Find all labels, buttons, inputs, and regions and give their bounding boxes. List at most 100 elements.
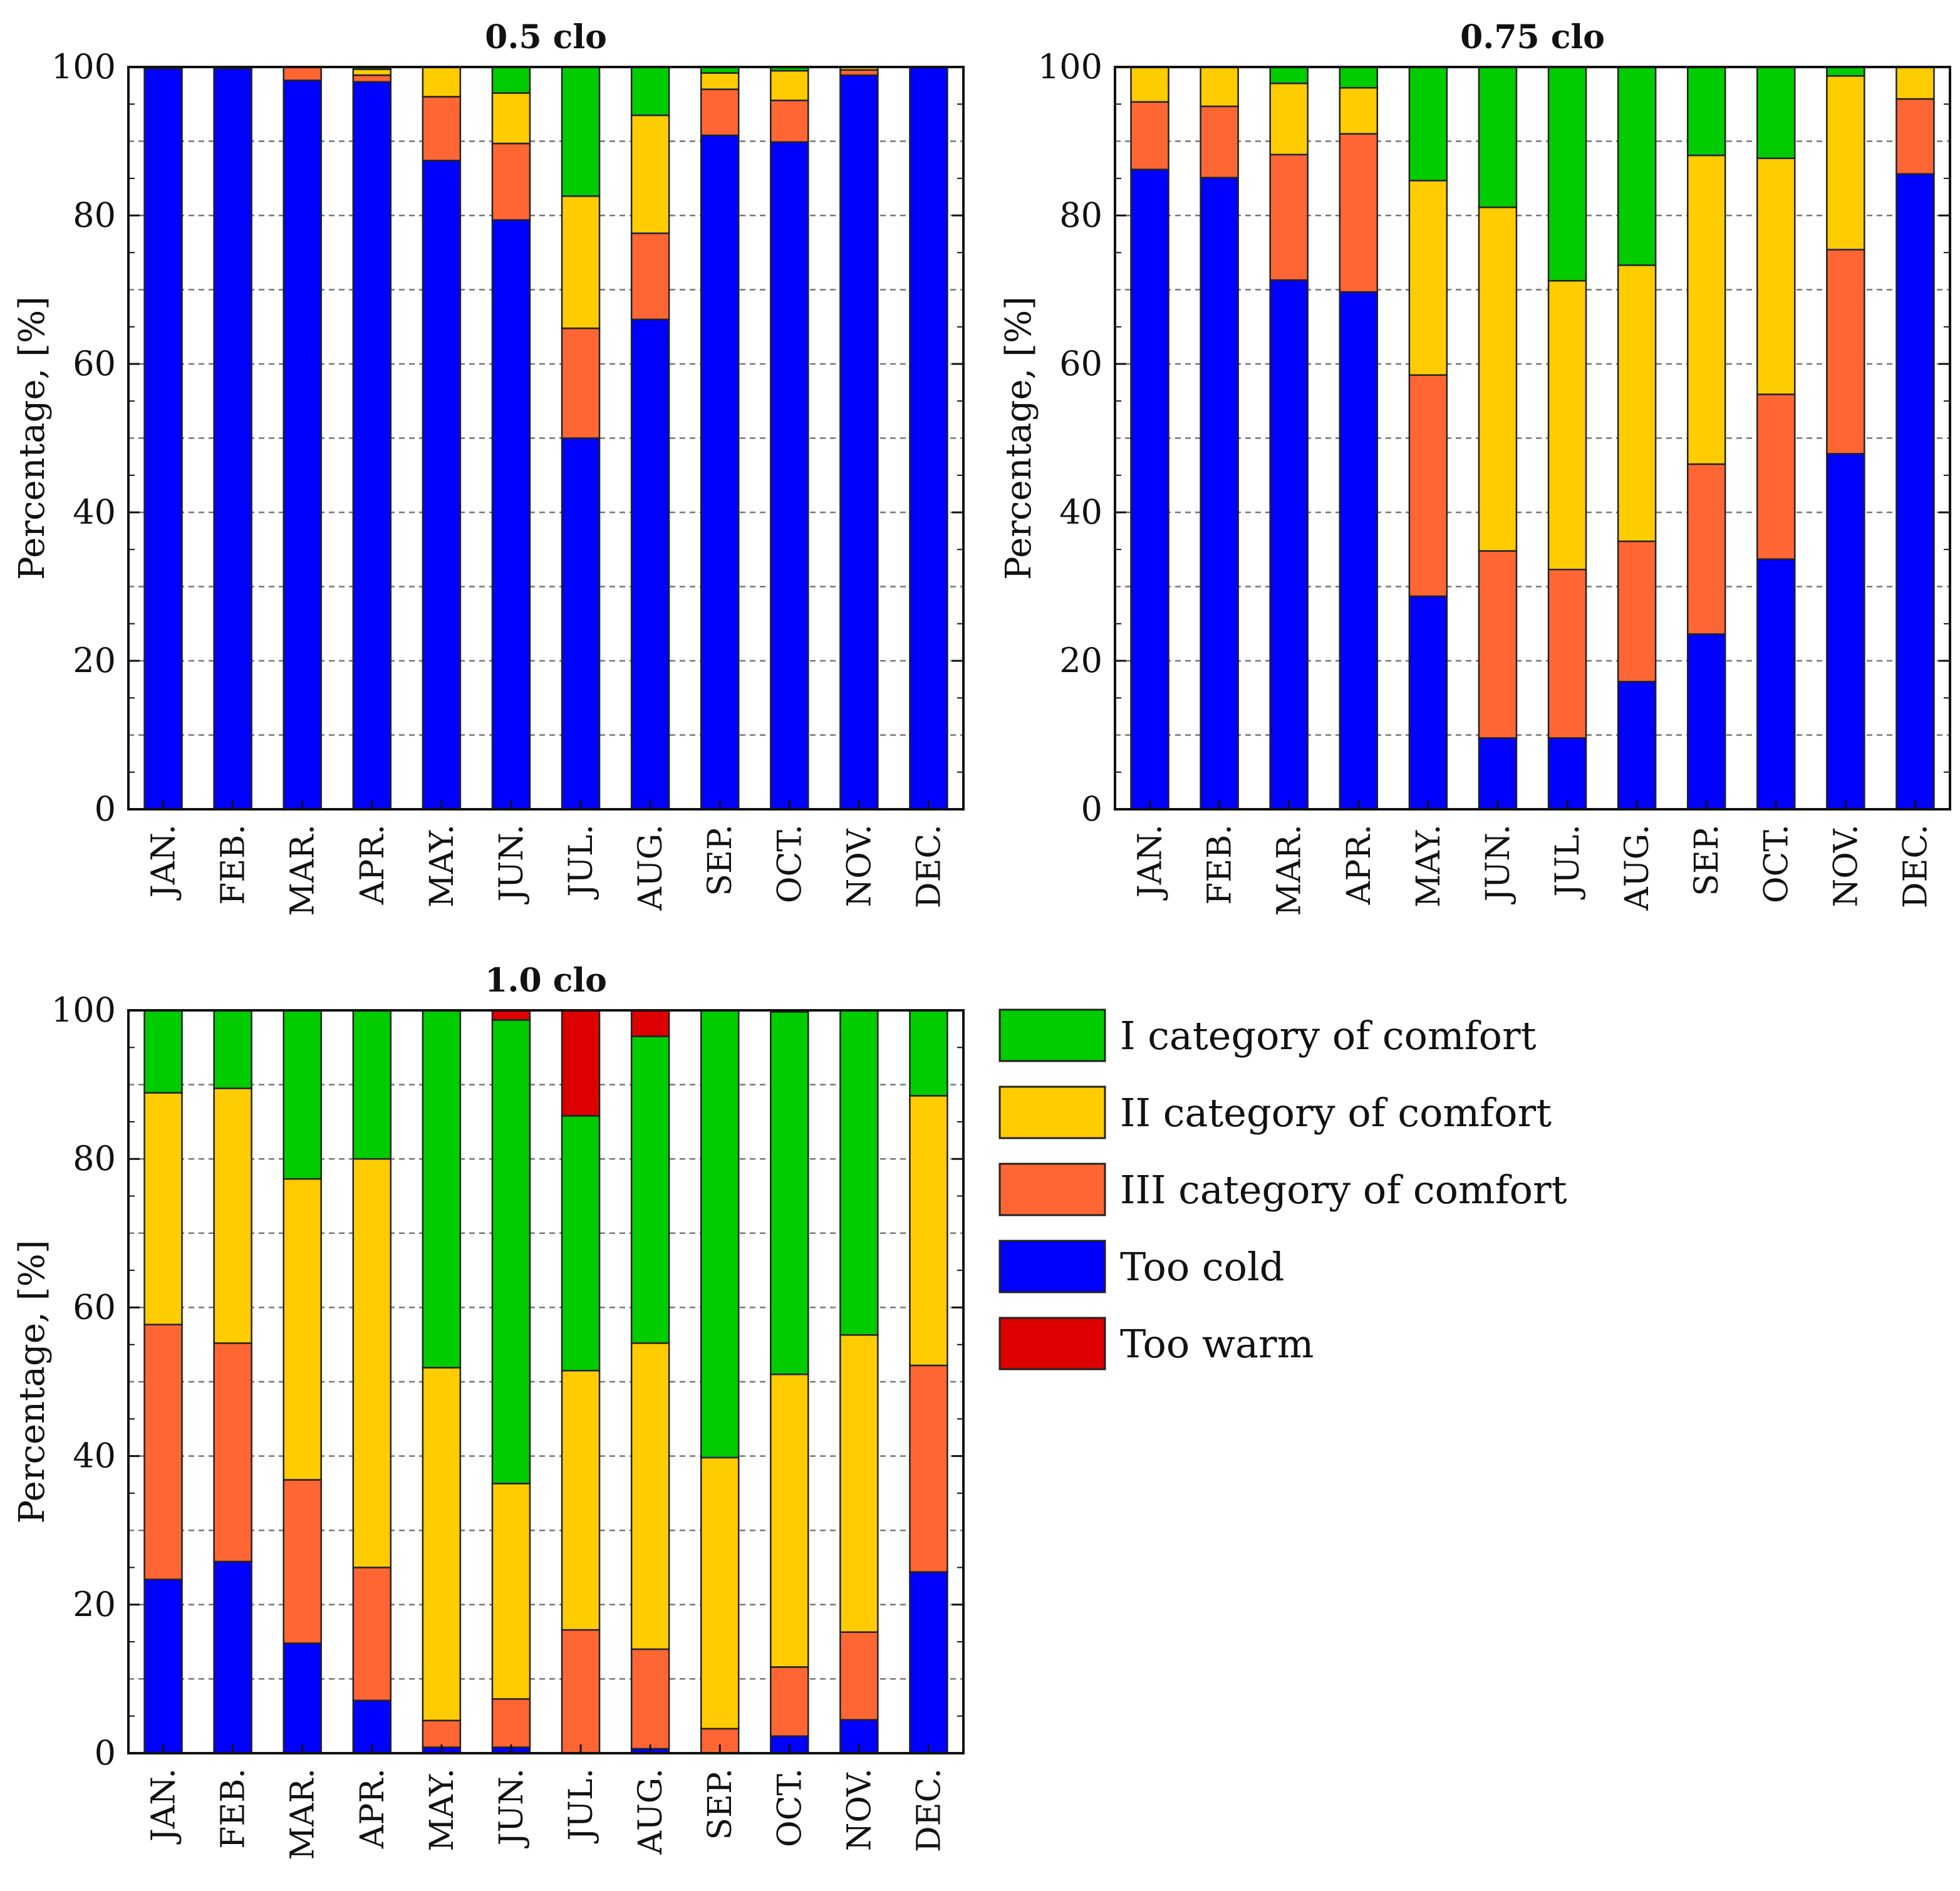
bar-segment-i-category: [1826, 66, 1865, 77]
bar-segment-iii-category: [630, 1648, 670, 1750]
x-tick-label: DEC.: [910, 1768, 948, 1852]
y-axis-label: Percentage, [%]: [12, 1240, 53, 1523]
legend-swatch: [998, 1317, 1106, 1370]
bar-segment-ii-category: [1617, 264, 1657, 542]
bar-segment-iii-category: [1756, 393, 1796, 560]
bar-segment-too-cold: [1686, 633, 1726, 811]
bar-segment-i-category: [422, 1009, 462, 1369]
bar-segment-ii-category: [1269, 82, 1309, 156]
y-tick-label: 20: [1059, 641, 1102, 680]
bar-segment-i-category: [630, 66, 670, 117]
chart-title: 0.75 clo: [1460, 18, 1605, 56]
bar-segment-too-cold: [491, 219, 531, 811]
x-tick-label: JUN.: [493, 1768, 531, 1848]
bar-segment-iii-category: [1269, 153, 1309, 281]
bar-segment-iii-category: [491, 1698, 531, 1748]
legend-label: II category of comfort: [1120, 1090, 1552, 1136]
bar-segment-i-category: [1617, 66, 1657, 266]
bar-segment-iii-category: [700, 88, 740, 137]
bar-segment-i-category: [213, 1009, 252, 1089]
bar-segment-iii-category: [909, 1364, 948, 1573]
bar-segment-iii-category: [1200, 105, 1239, 179]
bar-segment-iii-category: [630, 232, 670, 321]
bar-segment-i-category: [770, 1011, 809, 1376]
bar-segment-i-category: [561, 1115, 601, 1372]
bar-segment-ii-category: [1408, 180, 1448, 376]
bar-segment-iii-category: [491, 142, 531, 221]
y-tick-label: 100: [1038, 47, 1102, 86]
bar-segment-too-cold: [839, 1719, 879, 1754]
chart-title: 0.5 clo: [485, 18, 607, 56]
legend-label: Too warm: [1120, 1321, 1314, 1367]
bar-segment-too-cold: [1617, 680, 1657, 811]
bar-segment-too-cold: [143, 1578, 183, 1754]
bar-segment-too-cold: [909, 66, 948, 811]
bar-segment-iii-category: [1895, 98, 1935, 175]
legend-swatch: [998, 1008, 1106, 1062]
bar-segment-ii-category: [283, 1178, 322, 1481]
bar-segment-iii-category: [422, 96, 462, 162]
bar-segment-i-category: [1269, 66, 1309, 85]
bar-segment-too-cold: [1756, 558, 1796, 811]
bar-segment-i-category: [1339, 66, 1379, 89]
bar-segment-ii-category: [422, 66, 462, 98]
x-tick-label: JAN.: [1132, 824, 1169, 901]
y-tick-label: 40: [1059, 492, 1102, 532]
bar-segment-too-cold: [770, 141, 809, 811]
bar-segment-iii-category: [1339, 133, 1379, 293]
y-tick-label: 80: [1059, 195, 1102, 235]
x-tick-label: FEB.: [1201, 824, 1239, 905]
bar-segment-i-category: [283, 1009, 322, 1180]
x-tick-label: JUL.: [563, 824, 600, 900]
bar-segment-i-category: [561, 66, 601, 197]
bar-segment-i-category: [491, 1019, 531, 1484]
x-tick-label: MAY.: [423, 1768, 461, 1852]
x-tick-label: JAN.: [145, 824, 183, 901]
legend-item-too-warm: Too warm: [998, 1317, 1314, 1370]
legend: I category of comfort II category of comf…: [998, 1008, 1567, 1370]
x-tick-label: JUL.: [1549, 824, 1587, 900]
legend-item-ii-category: II category of comfort: [998, 1085, 1552, 1139]
x-tick-label: FEB.: [215, 824, 252, 905]
bar-segment-i-category: [839, 1009, 879, 1336]
x-tick-label: APR.: [354, 824, 391, 905]
bar-segment-ii-category: [770, 1373, 809, 1668]
bar-segment-too-cold: [1408, 595, 1448, 811]
bar-segment-iii-category: [1826, 249, 1865, 455]
bar-segment-ii-category: [491, 92, 531, 145]
y-axis-label: Percentage, [%]: [12, 296, 53, 580]
bar-segment-iii-category: [283, 1479, 322, 1644]
legend-label: I category of comfort: [1120, 1013, 1537, 1059]
x-tick-label: JAN.: [145, 1768, 183, 1845]
x-tick-label: DEC.: [910, 824, 948, 908]
legend-swatch: [998, 1085, 1106, 1139]
bar-segment-too-cold: [1200, 177, 1239, 811]
y-tick-label: 80: [73, 195, 116, 235]
bar-segment-too-cold: [839, 74, 879, 811]
bar-segment-too-warm: [491, 1009, 531, 1021]
bar-segment-ii-category: [1478, 206, 1518, 552]
bar-segment-ii-category: [1130, 66, 1169, 103]
bar-segment-iii-category: [213, 1342, 252, 1563]
x-tick-label: OCT.: [771, 1768, 809, 1847]
bar-segment-ii-category: [700, 72, 740, 90]
chart-panel-3: 1.0 clo Percentage, [%] 0 20 40 60 80 100 JAN. FE…: [12, 961, 965, 1860]
x-tick-label: AUG.: [632, 1768, 670, 1855]
bar-segment-too-cold: [283, 1642, 322, 1754]
bar-segment-ii-category: [1756, 157, 1796, 395]
bar-segment-iii-category: [1408, 374, 1448, 598]
bar-segment-too-cold: [630, 318, 670, 811]
bar-segment-ii-category: [839, 1334, 879, 1633]
bar-segment-ii-category: [909, 1095, 948, 1367]
y-tick-label: 40: [73, 1436, 116, 1476]
x-tick-label: NOV.: [1827, 824, 1865, 907]
bar-segment-too-cold: [1269, 279, 1309, 811]
y-tick-label: 60: [73, 344, 116, 383]
x-tick-label: JUL.: [563, 1768, 600, 1844]
plot-frame: [1114, 66, 1951, 811]
x-tick-label: APR.: [1340, 824, 1378, 905]
bar-segment-iii-category: [1130, 101, 1169, 170]
bar-segment-ii-category: [352, 68, 392, 76]
bar-segment-i-category: [352, 1009, 392, 1160]
legend-swatch: [998, 1240, 1106, 1293]
